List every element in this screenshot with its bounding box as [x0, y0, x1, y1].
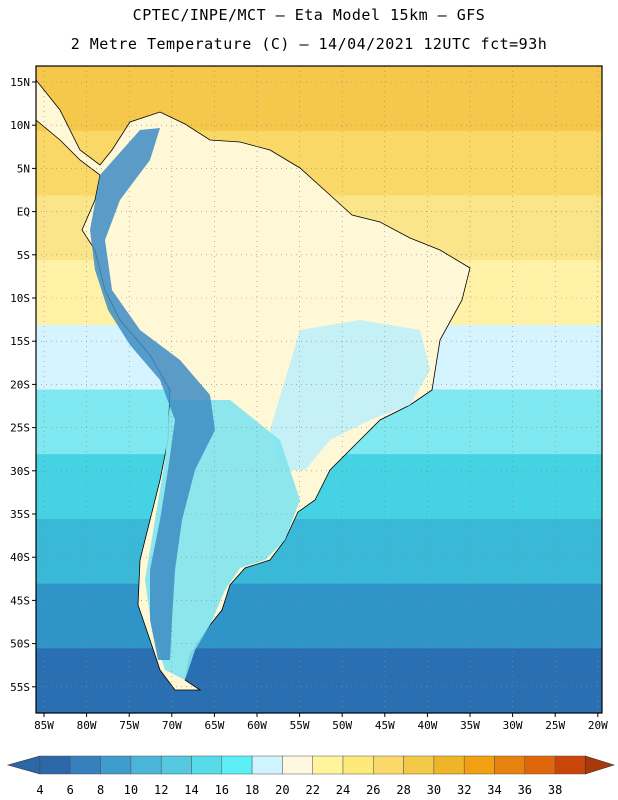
longitude-label: 75W [119, 719, 139, 732]
map-field [36, 66, 602, 713]
colorbar-high-arrow [585, 755, 615, 775]
colorbar-label: 24 [336, 783, 350, 797]
latitude-label: 5S [17, 249, 30, 262]
longitude-labels: 85W 80W 75W 70W 65W 60W 55W 50W 45W 40W 35W 30W 25W 2… [34, 713, 608, 732]
latitude-label: EQ [17, 206, 30, 219]
longitude-label: 65W [204, 719, 224, 732]
colorbar-label: 28 [396, 783, 410, 797]
colorbar-label: 26 [366, 783, 380, 797]
colorbar-cell [70, 755, 101, 775]
colorbar-cell [221, 755, 253, 775]
latitude-labels: 15N 10N 5N EQ 5S 10S 15S 20S 25S 30S 35S 40S 45S 50S 5… [10, 76, 36, 694]
latitude-label: 25S [10, 422, 30, 435]
colorbar-cell [160, 755, 192, 775]
latitude-label: 40S [10, 551, 30, 564]
colorbar-cell [403, 755, 435, 775]
colorbar-cell [39, 755, 71, 775]
longitude-label: 25W [545, 719, 565, 732]
longitude-label: 55W [290, 719, 310, 732]
longitude-label: 85W [34, 719, 54, 732]
longitude-label: 45W [375, 719, 395, 732]
colorbar-cell [342, 755, 374, 775]
ocean-band [36, 648, 602, 713]
colorbar-cell [312, 755, 344, 775]
colorbar-label: 36 [518, 783, 532, 797]
colorbar-label: 12 [154, 783, 168, 797]
colorbar-label: 30 [427, 783, 441, 797]
colorbar-labels: 4 6 8 10 12 14 16 18 20 22 24 26 28 30 32 34 36 38 [36, 783, 562, 797]
latitude-label: 50S [10, 638, 30, 651]
longitude-label: 35W [460, 719, 480, 732]
colorbar-cell [554, 755, 586, 775]
colorbar-label: 14 [184, 783, 198, 797]
longitude-label: 60W [247, 719, 267, 732]
longitude-label: 40W [417, 719, 437, 732]
colorbar-label: 34 [487, 783, 501, 797]
latitude-label: 15N [10, 76, 30, 89]
latitude-label: 30S [10, 465, 30, 478]
colorbar-cell [433, 755, 465, 775]
latitude-label: 45S [10, 594, 30, 607]
colorbar-cells [6, 755, 615, 775]
colorbar-cell [373, 755, 404, 775]
colorbar-cell [191, 755, 223, 775]
latitude-label: 5N [17, 162, 30, 175]
colorbar-cell [463, 755, 495, 775]
colorbar-label: 16 [215, 783, 229, 797]
latitude-label: 15S [10, 335, 30, 348]
colorbar-cell [494, 755, 526, 775]
colorbar-label: 18 [245, 783, 259, 797]
colorbar-label: 32 [457, 783, 471, 797]
ocean-band [36, 583, 602, 650]
latitude-label: 10S [10, 292, 30, 305]
colorbar-cell [282, 755, 313, 775]
longitude-label: 80W [77, 719, 97, 732]
longitude-label: 70W [162, 719, 182, 732]
temperature-colorbar: 4 6 8 10 12 14 16 18 20 22 24 26 28 30 32 34 36 38 [6, 755, 615, 797]
colorbar-label: 8 [97, 783, 104, 797]
longitude-label: 50W [332, 719, 352, 732]
latitude-label: 10N [10, 119, 30, 132]
andes-cold-ridge [90, 128, 215, 660]
colorbar-label: 22 [305, 783, 319, 797]
colorbar-label: 6 [67, 783, 74, 797]
colorbar-cell [100, 755, 132, 775]
temperature-map: 15N 10N 5N EQ 5S 10S 15S 20S 25S 30S 35S 40S 45S 50S 5… [10, 65, 608, 732]
brazilian-highlands-cool-zone [270, 320, 430, 470]
latitude-label: 35S [10, 508, 30, 521]
colorbar-low-arrow [6, 755, 41, 775]
latitude-label: 20S [10, 378, 30, 391]
ocean-band [36, 518, 602, 585]
colorbar-label: 20 [275, 783, 289, 797]
colorbar-label: 4 [36, 783, 43, 797]
longitude-label: 30W [503, 719, 523, 732]
colorbar-label: 10 [124, 783, 138, 797]
colorbar-label: 38 [548, 783, 562, 797]
latitude-label: 55S [10, 681, 30, 694]
longitude-label: 20W [588, 719, 608, 732]
colorbar-cell [130, 755, 162, 775]
map-title-line-1: CPTEC/INPE/MCT – Eta Model 15km – GFS [132, 6, 486, 24]
colorbar-cell [524, 755, 556, 775]
ocean-band [36, 66, 602, 132]
colorbar-cell [251, 755, 283, 775]
map-frame [35, 65, 603, 714]
map-title-line-2: 2 Metre Temperature (C) – 14/04/2021 12U… [70, 35, 548, 53]
